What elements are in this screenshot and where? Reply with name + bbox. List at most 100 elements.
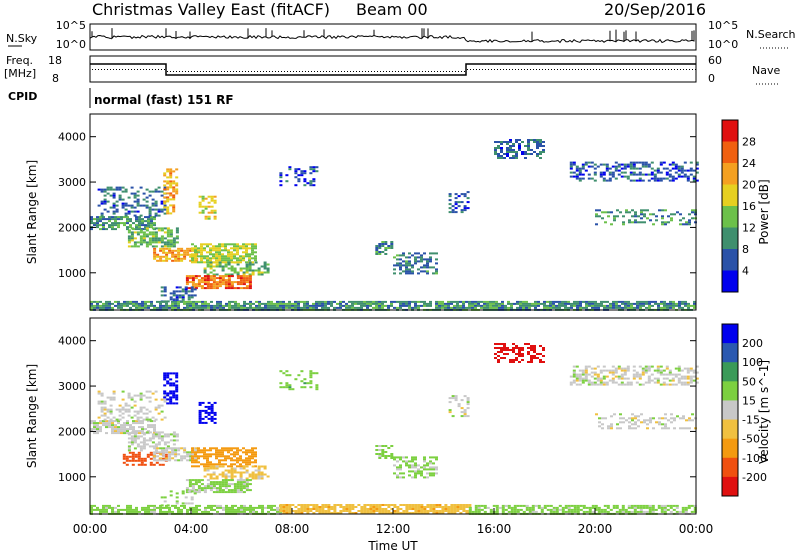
data-cell: [466, 397, 470, 400]
data-cell: [180, 259, 184, 262]
data-cell: [185, 283, 189, 286]
data-cell: [459, 506, 463, 508]
data-cell: [584, 379, 588, 382]
data-cell: [109, 410, 113, 413]
data-cell: [599, 163, 603, 166]
data-cell: [127, 239, 131, 242]
data-cell: [224, 281, 228, 284]
data-cell: [184, 502, 188, 505]
data-cell: [387, 506, 391, 508]
data-cell: [636, 504, 640, 507]
data-cell: [153, 420, 156, 423]
data-cell: [330, 506, 334, 508]
data-cell: [318, 510, 322, 512]
data-cell: [172, 210, 176, 213]
colorbar-tick-label: -200: [742, 471, 767, 484]
data-cell: [172, 292, 176, 295]
data-cell: [209, 467, 213, 470]
data-cell: [165, 253, 169, 256]
data-cell: [213, 199, 217, 202]
data-cell: [282, 504, 286, 506]
data-cell: [125, 455, 129, 458]
data-cell: [127, 449, 131, 452]
data-cell: [552, 302, 555, 305]
nave-dot: [608, 69, 609, 70]
data-cell: [165, 306, 168, 309]
data-cell: [668, 369, 672, 372]
data-cell: [685, 221, 688, 224]
data-cell: [649, 417, 652, 420]
data-cell: [665, 177, 669, 180]
data-cell: [144, 510, 147, 513]
data-cell: [692, 371, 696, 374]
data-cell: [131, 457, 135, 460]
data-cell: [578, 379, 582, 382]
data-cell: [524, 343, 527, 345]
data-cell: [266, 269, 270, 272]
data-cell: [453, 508, 457, 510]
data-cell: [300, 170, 304, 173]
data-cell: [117, 222, 120, 225]
data-cell: [402, 264, 405, 267]
data-cell: [200, 463, 203, 466]
data-cell: [197, 251, 200, 254]
data-cell: [599, 171, 603, 174]
data-cell: [372, 512, 376, 514]
data-cell: [230, 287, 234, 290]
data-cell: [122, 453, 126, 456]
data-cell: [197, 449, 200, 452]
data-cell: [664, 423, 667, 426]
data-cell: [555, 506, 559, 509]
data-cell: [519, 302, 522, 305]
data-cell: [665, 377, 669, 380]
data-cell: [230, 489, 234, 492]
data-cell: [303, 300, 306, 303]
data-cell: [255, 304, 258, 307]
data-cell: [584, 373, 588, 376]
data-cell: [166, 243, 170, 246]
data-cell: [417, 470, 420, 473]
data-cell: [105, 422, 108, 425]
data-cell: [572, 381, 576, 384]
data-cell: [630, 306, 633, 309]
data-cell: [169, 392, 173, 395]
data-cell: [584, 375, 588, 378]
data-cell: [509, 147, 512, 149]
data-cell: [531, 510, 535, 513]
data-cell: [127, 437, 131, 440]
data-cell: [114, 218, 117, 221]
data-cell: [172, 396, 176, 399]
data-cell: [393, 268, 396, 271]
data-cell: [236, 487, 240, 490]
data-cell: [521, 353, 524, 355]
data-cell: [279, 174, 283, 177]
data-cell: [139, 214, 143, 217]
data-cell: [186, 453, 190, 456]
data-cell: [647, 163, 651, 166]
data-cell: [477, 506, 481, 509]
nave-dot: [461, 71, 462, 72]
data-cell: [159, 306, 162, 309]
data-cell: [263, 473, 267, 476]
data-cell: [584, 367, 588, 370]
data-cell: [662, 381, 666, 384]
data-cell: [251, 453, 254, 456]
data-cell: [163, 186, 167, 189]
data-cell: [165, 506, 168, 509]
data-cell: [206, 459, 209, 462]
data-cell: [644, 367, 648, 370]
data-cell: [225, 302, 228, 305]
data-cell: [405, 268, 408, 271]
data-cell: [408, 256, 411, 259]
data-cell: [417, 256, 420, 259]
data-cell: [148, 237, 152, 240]
data-cell: [145, 233, 149, 236]
data-cell: [555, 510, 559, 513]
data-cell: [682, 223, 685, 226]
data-cell: [172, 431, 176, 434]
data-cell: [375, 302, 378, 305]
data-cell: [273, 504, 276, 507]
data-cell: [215, 467, 219, 470]
data-cell: [647, 375, 651, 378]
data-cell: [630, 302, 633, 305]
